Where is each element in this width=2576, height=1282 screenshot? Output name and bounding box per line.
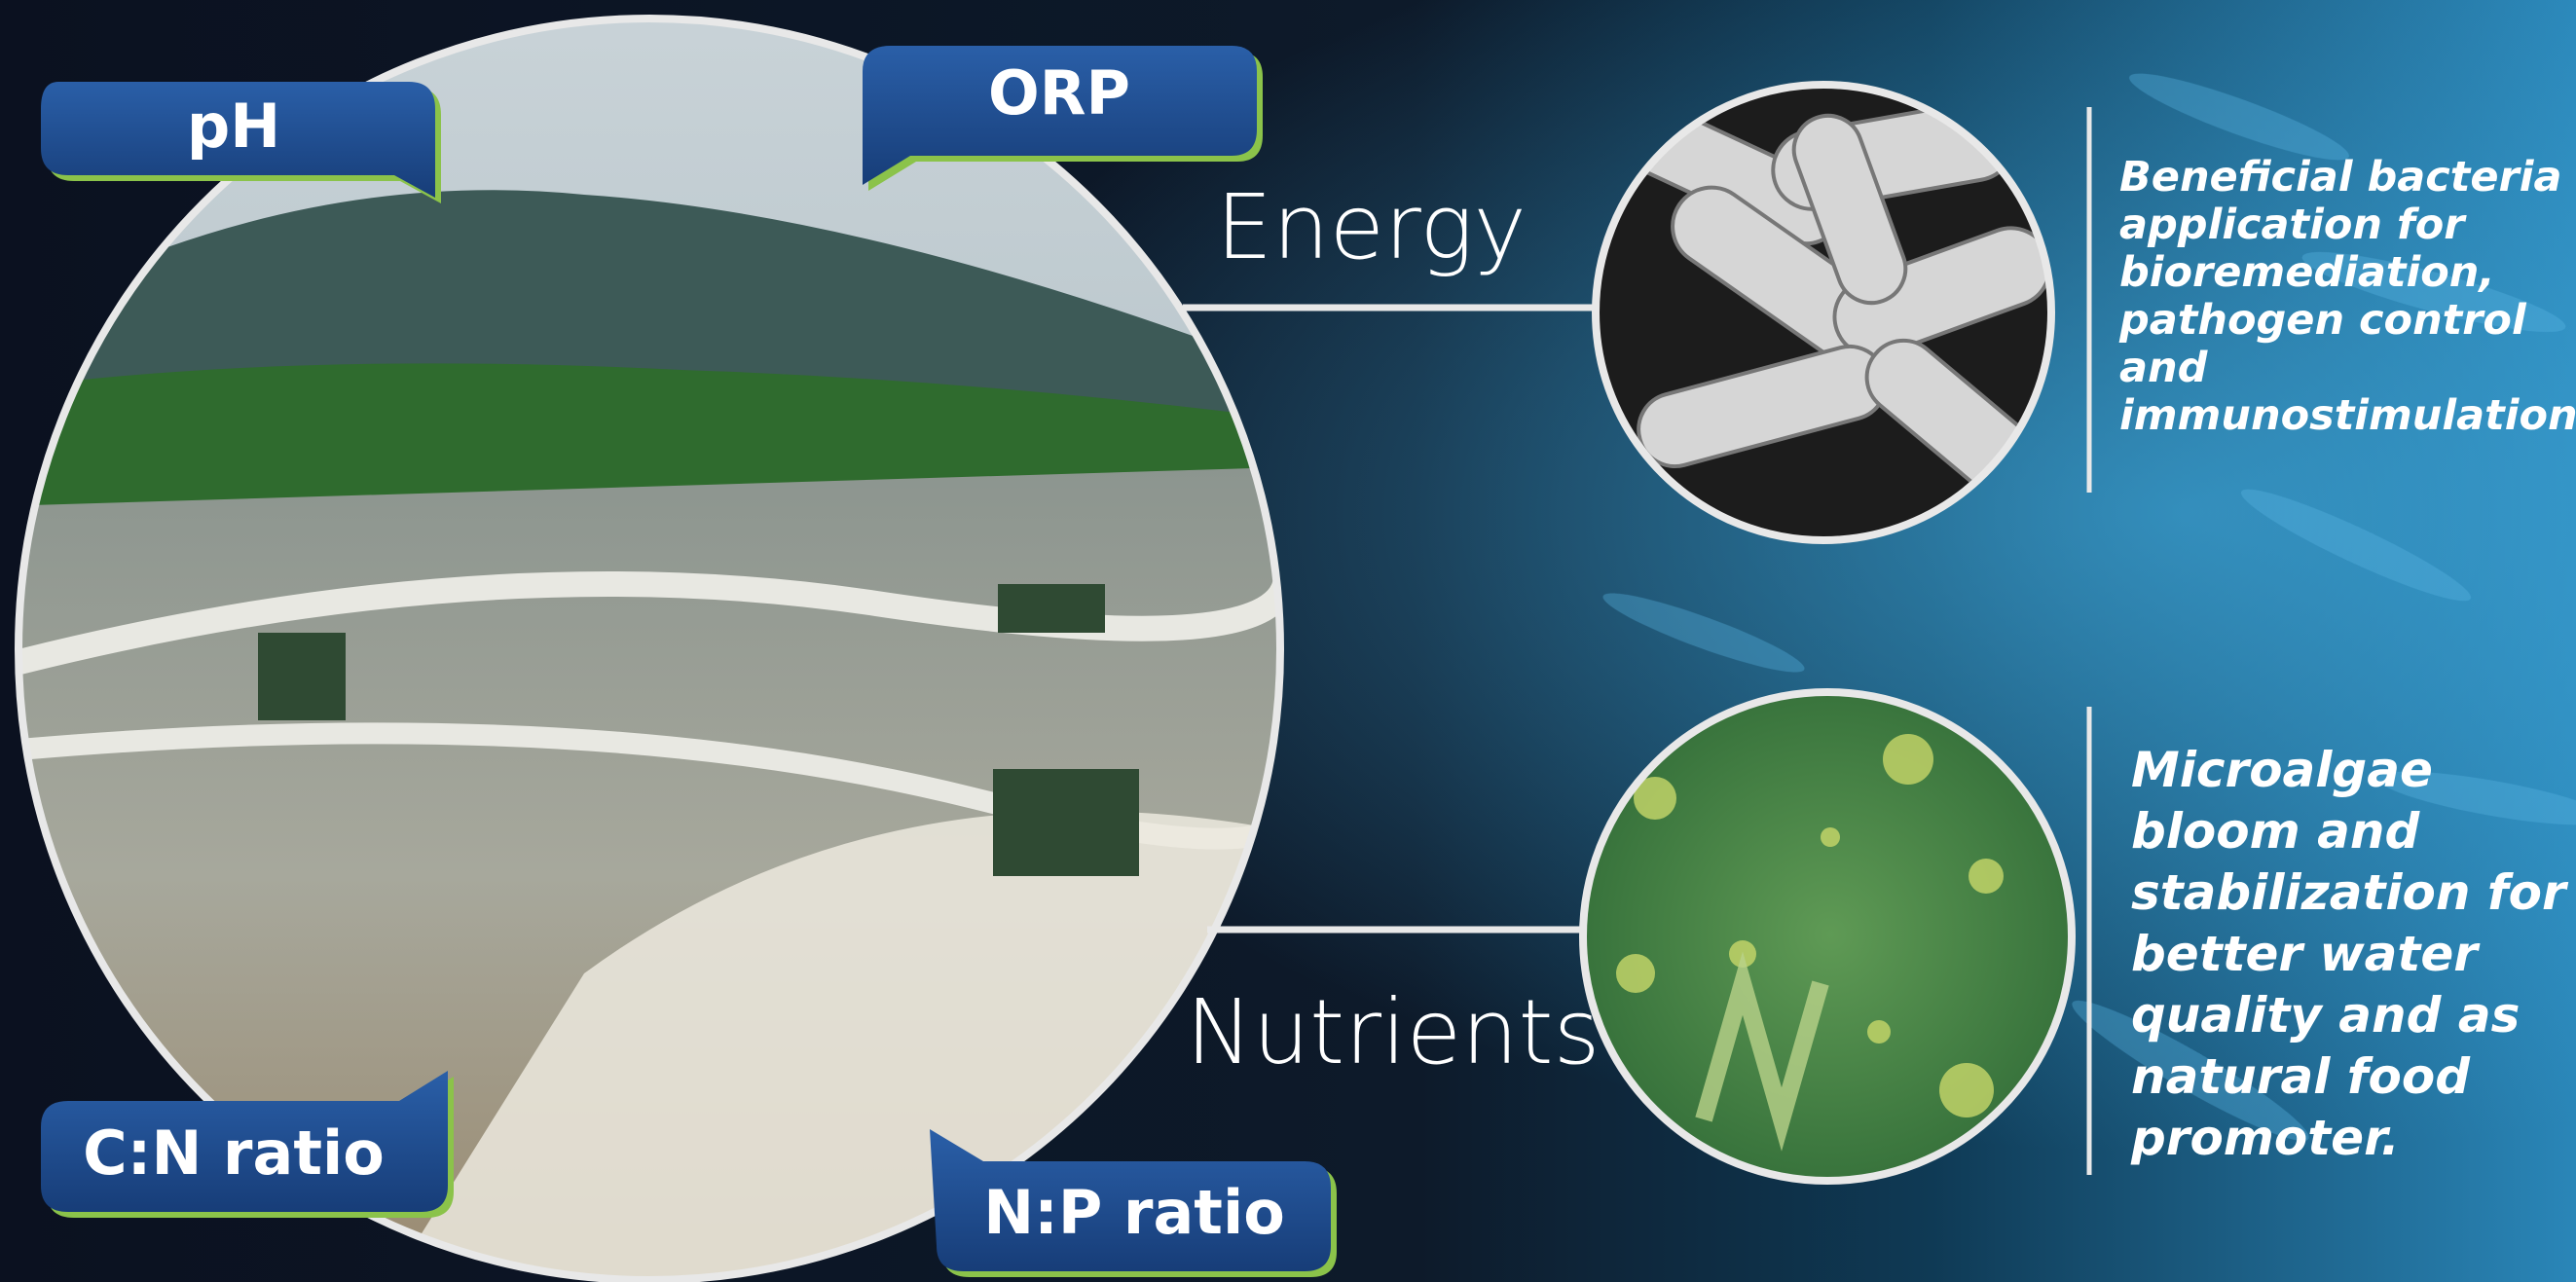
fish-school	[1602, 73, 2576, 1142]
description-line: promoter.	[2130, 1110, 2400, 1166]
description-line: quality and as	[2131, 987, 2520, 1044]
photo-border	[15, 15, 1284, 1282]
callout-cn-ratio: C:N ratio	[41, 1071, 454, 1218]
description-line: Beneficial bacteria	[2119, 153, 2561, 201]
description-line: bioremediation,	[2119, 248, 2495, 297]
description-line: Microalgae	[2131, 742, 2433, 798]
pond-photo	[18, 18, 1280, 1280]
description-line: immunostimulation	[2119, 391, 2576, 440]
callout-label: ORP	[988, 57, 1130, 128]
callout-np-ratio: N:P ratio	[930, 1129, 1337, 1277]
callout-ph: pH	[41, 82, 441, 203]
callout-orp: ORP	[863, 46, 1263, 191]
algae-image	[1583, 692, 2072, 1181]
bacteria-border	[1592, 81, 2055, 544]
description-line: natural food	[2131, 1048, 2471, 1105]
algae-border	[1579, 688, 2076, 1185]
callout-label: N:P ratio	[983, 1177, 1285, 1248]
description-line: better water	[2131, 926, 2481, 982]
callout-label: pH	[187, 91, 280, 162]
description-line: application for	[2119, 201, 2467, 249]
description-line: bloom and	[2131, 803, 2420, 860]
factor-label: Energy	[1216, 175, 1527, 279]
description-line: stabilization for	[2131, 864, 2569, 921]
factor-label: Nutrients	[1186, 980, 1601, 1084]
callout-label: C:N ratio	[83, 1117, 385, 1189]
description-line: pathogen control	[2118, 296, 2527, 345]
bacteria-image	[1596, 85, 2051, 540]
description-line: and	[2119, 344, 2209, 392]
